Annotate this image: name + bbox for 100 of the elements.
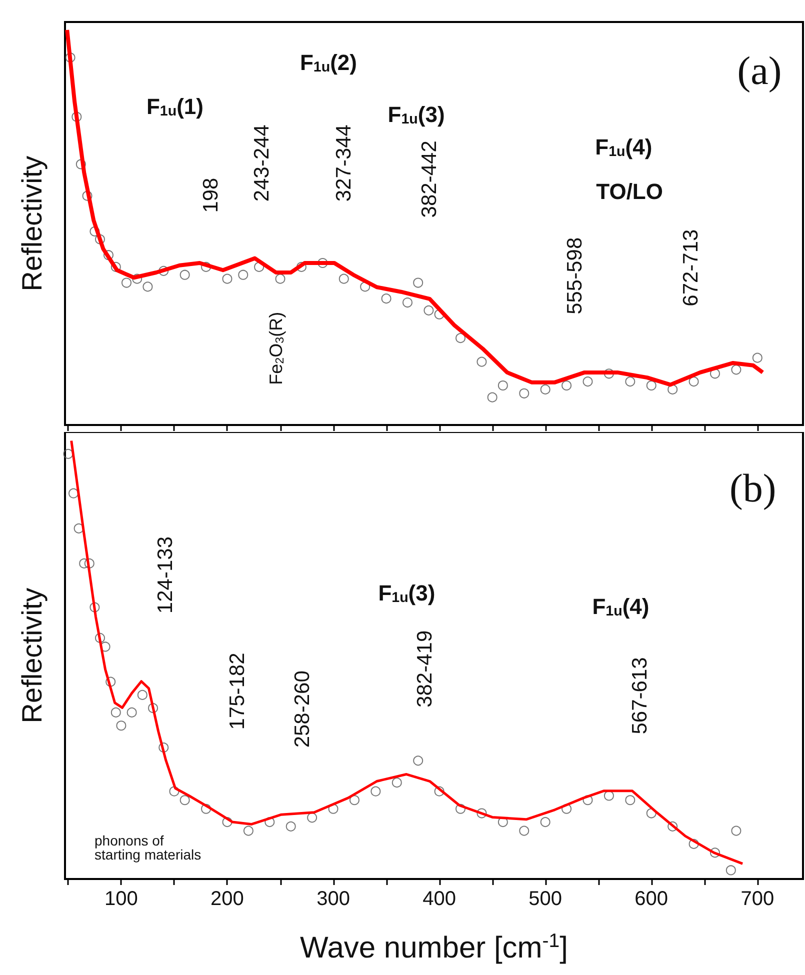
point	[137, 690, 148, 700]
x-tick-label: 300	[316, 888, 350, 910]
annotation: 382-442	[418, 140, 442, 218]
point	[562, 380, 572, 390]
point	[95, 234, 105, 244]
point	[413, 278, 424, 288]
point	[668, 384, 678, 394]
annotation: phonons of starting materials	[94, 832, 202, 863]
point	[752, 352, 762, 363]
x-tick-label: 100	[104, 888, 138, 910]
point	[148, 703, 158, 714]
x-tick-label: 600	[634, 888, 668, 910]
point	[456, 333, 466, 344]
point	[103, 250, 114, 260]
point	[519, 388, 530, 398]
point	[275, 274, 286, 284]
point	[76, 159, 86, 170]
point	[126, 707, 137, 718]
point	[180, 270, 190, 280]
annotation: F1u(4)	[592, 594, 650, 620]
point	[90, 602, 100, 612]
x-tick-label: 200	[210, 888, 244, 910]
annotation: 555-598	[563, 237, 586, 314]
point	[110, 262, 121, 272]
annotation: F1u(4)	[595, 134, 652, 160]
point	[286, 821, 296, 832]
point	[402, 298, 412, 308]
point	[110, 707, 121, 718]
point	[456, 804, 466, 814]
point	[158, 742, 169, 753]
point	[349, 795, 360, 806]
point	[562, 804, 572, 814]
point	[646, 380, 656, 390]
point	[476, 808, 487, 818]
point	[476, 356, 487, 367]
point	[731, 364, 742, 375]
annotation: F1u(3)	[388, 102, 445, 128]
point	[370, 786, 381, 796]
point	[582, 795, 593, 806]
point	[63, 448, 74, 459]
point	[519, 826, 530, 836]
point	[688, 838, 699, 849]
point	[72, 112, 82, 122]
point	[201, 804, 212, 814]
annotation: 382-419	[414, 630, 437, 708]
point	[710, 848, 720, 858]
point	[307, 812, 318, 823]
point	[82, 190, 92, 201]
point	[434, 786, 444, 796]
annotation: 243-244	[250, 124, 274, 202]
point	[142, 282, 153, 292]
point	[688, 376, 699, 387]
point	[68, 488, 78, 498]
annotation: 175-182	[226, 652, 250, 730]
x-tick-label: 400	[422, 888, 456, 910]
point	[222, 274, 232, 284]
annotation: Fe2O3(R)	[266, 312, 287, 385]
annotation: F1u(1)	[146, 94, 204, 120]
point	[243, 826, 254, 836]
annotation: 258-260	[291, 670, 314, 748]
annotation: F1u(2)	[300, 50, 357, 76]
point	[65, 52, 76, 63]
point	[487, 392, 498, 402]
x-tick-label: 500	[528, 888, 562, 910]
point	[238, 270, 248, 280]
point	[540, 384, 550, 394]
point	[381, 294, 392, 304]
point	[604, 790, 614, 801]
annotation: TO/LO	[596, 178, 663, 204]
point	[158, 266, 169, 276]
annotation: (a)	[737, 48, 782, 93]
point	[222, 817, 232, 828]
point	[296, 262, 306, 272]
annotation: (b)	[729, 465, 776, 510]
point	[625, 376, 636, 387]
annotation: 327-344	[332, 124, 356, 202]
point	[338, 274, 349, 284]
point	[731, 826, 742, 836]
x-tick-label: 700	[740, 888, 774, 910]
point	[116, 720, 126, 731]
point	[625, 795, 636, 806]
point	[604, 368, 614, 379]
point	[424, 305, 434, 316]
y-axis-title: Reflectivity	[16, 588, 48, 724]
annotation: 198	[200, 178, 223, 213]
point	[106, 676, 116, 687]
point	[132, 274, 142, 284]
annotation: 672-713	[679, 229, 702, 306]
point	[180, 795, 190, 806]
point	[726, 865, 736, 876]
point	[95, 632, 105, 643]
point	[498, 380, 508, 390]
point	[668, 821, 678, 832]
point	[84, 558, 94, 568]
point	[264, 817, 275, 828]
annotation: 124-133	[154, 536, 177, 614]
point	[413, 756, 424, 766]
point	[710, 368, 720, 379]
annotation: F1u(3)	[378, 580, 436, 606]
point	[582, 376, 593, 387]
